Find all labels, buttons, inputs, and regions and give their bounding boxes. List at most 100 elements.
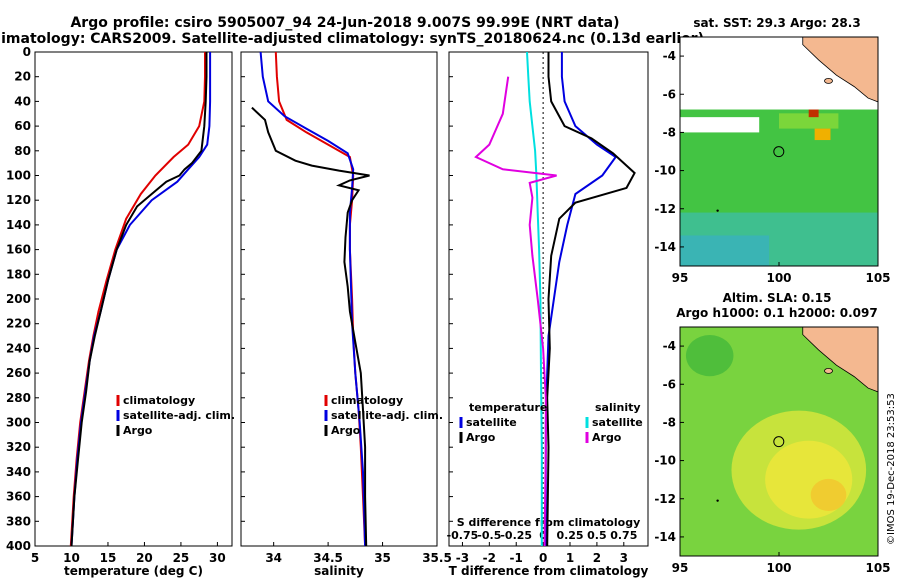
x-tick-label: 20 [136, 551, 153, 565]
map-y-tick-label: -12 [654, 492, 676, 506]
top-tick-label: -0.25 [500, 529, 532, 542]
map-y-tick-label: -4 [663, 339, 676, 353]
series-line-argo [70, 52, 208, 546]
salinity-xlabel: salinity [314, 564, 364, 578]
x-tick-label: 2 [593, 551, 601, 565]
differences-xlabel: T difference from climatology [449, 564, 649, 578]
x-tick-label: 3 [620, 551, 628, 565]
figure-title-line1: Argo profile: csiro 5905007_94 24-Jun-20… [70, 15, 619, 31]
temperature-panel: 0 20 40 60 80 100 120 140 160 180 200 220 240 260 280 3… [6, 45, 235, 578]
legend-label: Argo [331, 424, 361, 437]
figure-title-line2: Climatology: CARS2009. Satellite-adjuste… [0, 31, 704, 47]
x-tick-label: 10 [63, 551, 80, 565]
depth-tick-label: 180 [6, 267, 31, 281]
map-y-tick-label: -6 [663, 377, 676, 391]
x-tick-label: 34.5 [313, 551, 343, 565]
depth-tick-label: 300 [6, 416, 31, 430]
x-tick-label: 35 [374, 551, 391, 565]
salinity-frame [240, 51, 438, 547]
depth-tick-label: 80 [14, 144, 31, 158]
depth-tick-label: 320 [6, 440, 31, 454]
sst-hot-spot-2 [808, 109, 819, 118]
legend-label: climatology [123, 394, 195, 407]
x-tick-label: 35.5 [422, 551, 452, 565]
legend-label: satellite-adj. clim. [331, 409, 443, 422]
depth-tick-label: 60 [14, 119, 31, 133]
x-tick-label: 25 [173, 551, 190, 565]
depth-tick-label: 140 [6, 218, 31, 232]
sla-field-peak [810, 478, 847, 511]
depth-tick-label: 120 [6, 193, 31, 207]
salinity-panel: 34 34.5 35 35.5 salinity climatology satellite… [240, 51, 452, 578]
legend-label: Argo [466, 431, 496, 444]
map-x-tick-label: 100 [766, 561, 791, 575]
map-y-tick-label: -10 [654, 454, 676, 468]
map-x-tick-label: 105 [865, 561, 890, 575]
map-x-tick-label: 95 [672, 271, 689, 285]
legend-label: satellite [592, 416, 643, 429]
depth-tick-label: 100 [6, 169, 31, 183]
depth-tick-label: 360 [6, 490, 31, 504]
top-tick-label: 0 [539, 529, 547, 542]
x-tick-label: 5 [31, 551, 39, 565]
sst-map-title: sat. SST: 29.3 Argo: 28.3 [693, 16, 860, 30]
x-tick-label: 1 [566, 551, 574, 565]
map-y-tick-label: -4 [663, 49, 676, 63]
difference-panel: -3 -2 -1 0 1 2 3T difference from climatologyS… [447, 51, 649, 578]
top-tick-label: 0.75 [610, 529, 637, 542]
map-x-tick-label: 95 [672, 561, 689, 575]
x-tick-label: 0 [539, 551, 547, 565]
legend-label: satellite [466, 416, 517, 429]
legend-label: Argo [592, 431, 622, 444]
legend-label: climatology [331, 394, 403, 407]
depth-tick-label: 160 [6, 243, 31, 257]
map-y-tick-label: -12 [654, 202, 676, 216]
island-enggano [824, 367, 833, 374]
argo-position-marker [773, 436, 785, 448]
series-line-salinity-argo [474, 76, 557, 546]
sla-map-title: Altim. SLA: 0.15 [723, 291, 832, 305]
sst-warm-patch [779, 113, 839, 129]
depth-tick-label: 400 [6, 539, 31, 553]
sla-field-low [685, 335, 734, 377]
sla-map-subtitle: Argo h1000: 0.1 h2000: 0.097 [676, 306, 877, 320]
map-y-tick-label: -14 [654, 530, 676, 544]
island-cocos [716, 209, 719, 212]
island-cocos [716, 499, 719, 502]
depth-tick-label: 340 [6, 465, 31, 479]
depth-tick-label: 0 [23, 45, 31, 59]
legend-title-temperature: temperature [469, 401, 547, 414]
top-tick-label: -0.5 [477, 529, 501, 542]
legend-title-salinity: salinity [595, 401, 641, 414]
sst-map-panel: sat. SST: 29.3 Argo: 28.3 95 100 105 -4 -6 -8… [654, 16, 890, 285]
sst-hot-spot [814, 128, 831, 141]
series-line-climatology [69, 52, 206, 546]
x-tick-label: -3 [456, 551, 469, 565]
map-y-tick-label: -10 [654, 164, 676, 178]
depth-tick-label: 280 [6, 391, 31, 405]
x-tick-label: -2 [483, 551, 496, 565]
map-y-tick-label: -6 [663, 87, 676, 101]
map-y-tick-label: -8 [663, 415, 676, 429]
top-tick-label: -0.75 [447, 529, 479, 542]
depth-tick-label: 40 [14, 94, 31, 108]
series-line-temperature-argo [546, 52, 636, 546]
x-tick-label: 34 [265, 551, 282, 565]
series-line-temperature-satellite [544, 52, 618, 546]
map-y-tick-label: -8 [663, 125, 676, 139]
sst-cloud-gap [680, 117, 760, 133]
temperature-frame [34, 51, 233, 547]
legend-label: Argo [123, 424, 153, 437]
series-line-argo [251, 106, 370, 546]
depth-tick-label: 200 [6, 292, 31, 306]
series-line-salinity-satellite [526, 52, 543, 546]
top-tick-label: 0.25 [556, 529, 583, 542]
depth-tick-label: 220 [6, 317, 31, 331]
x-tick-label: 15 [100, 551, 117, 565]
island-enggano [824, 77, 833, 84]
top-tick-label: 0.5 [587, 529, 607, 542]
temperature-xlabel: temperature (deg C) [64, 564, 203, 578]
x-tick-label: -1 [510, 551, 523, 565]
map-y-tick-label: -14 [654, 240, 676, 254]
